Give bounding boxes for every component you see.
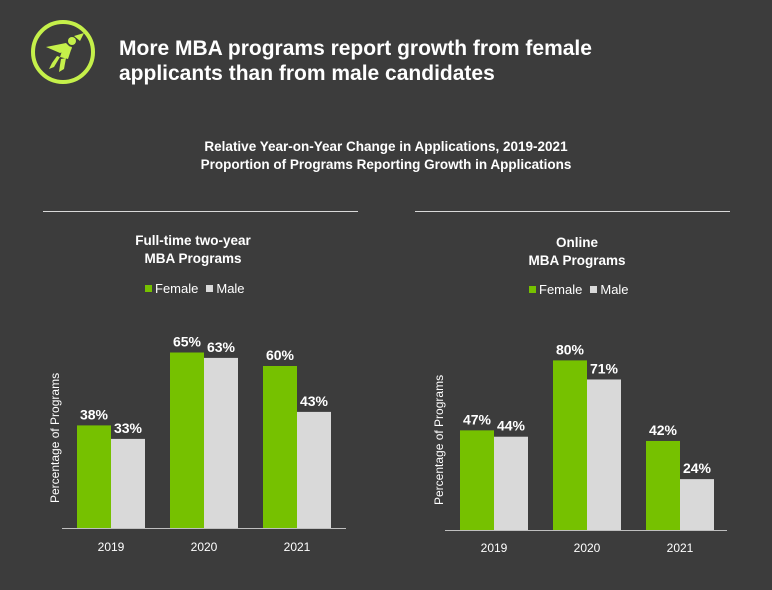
headline-line-2: applicants than from male candidates: [119, 62, 495, 85]
data-label-female-2019: 38%: [80, 406, 109, 422]
chart-1-title-line-2: MBA Programs: [144, 251, 242, 266]
bar-male-2020: [204, 357, 238, 528]
headline-line-1: More MBA programs report growth from fem…: [119, 37, 592, 60]
x-tick-label-2019: 2019: [481, 541, 508, 555]
headline: More MBA programs report growth from fem…: [119, 36, 739, 86]
divider-left: [43, 211, 358, 212]
chart-2-title: Online MBA Programs: [427, 234, 727, 270]
chart-2: 47% 44% 2019 80% 71% 2020 42% 24% 2021: [445, 341, 727, 555]
x-tick-label-2020: 2020: [574, 541, 601, 555]
data-label-female-2020: 80%: [556, 341, 585, 357]
legend-item-male: Male: [590, 282, 629, 297]
subtitle-line-1: Relative Year-on-Year Change in Applicat…: [204, 139, 568, 154]
data-label-male-2019: 33%: [114, 420, 143, 436]
legend-label-male: Male: [600, 282, 629, 297]
bar-female-2021: [263, 366, 297, 528]
x-tick-label-2020: 2020: [191, 540, 218, 554]
data-label-female-2021: 42%: [649, 422, 678, 438]
divider-right: [415, 211, 730, 212]
x-tick-label-2021: 2021: [667, 541, 694, 555]
data-label-male-2021: 24%: [683, 460, 712, 476]
legend-item-female: Female: [145, 281, 198, 296]
chart-1-title-line-1: Full-time two-year: [135, 233, 251, 248]
legend-swatch-female: [145, 285, 152, 292]
superhero-icon: [31, 20, 95, 84]
legend-item-male: Male: [206, 281, 245, 296]
data-label-male-2020: 71%: [590, 360, 619, 376]
x-tick-label-2019: 2019: [98, 540, 125, 554]
bar-female-2020: [170, 352, 204, 528]
bar-male-2019: [111, 438, 145, 528]
chart-1: 38% 33% 2019 65% 63% 2020 60% 43% 2021: [62, 334, 346, 554]
bar-male-2020: [587, 379, 621, 530]
data-label-male-2019: 44%: [497, 418, 526, 434]
legend-swatch-male: [206, 285, 214, 292]
legend-label-female: Female: [155, 281, 199, 296]
bar-female-2020: [553, 360, 587, 530]
data-label-female-2019: 47%: [463, 411, 492, 427]
chart-2-title-line-1: Online: [555, 235, 598, 250]
data-label-male-2020: 63%: [207, 339, 236, 355]
bar-female-2019: [77, 425, 111, 528]
legend-label-female: Female: [539, 282, 583, 297]
data-label-female-2020: 65%: [173, 334, 202, 350]
x-tick-label-2021: 2021: [284, 540, 311, 554]
bar-male-2021: [680, 479, 714, 530]
data-label-female-2021: 60%: [266, 347, 295, 363]
chart-2-title-line-2: MBA Programs: [528, 253, 626, 268]
legend-item-female: Female: [529, 282, 582, 297]
bar-male-2019: [494, 436, 528, 530]
data-label-male-2021: 43%: [300, 393, 329, 409]
bar-female-2019: [460, 430, 494, 530]
chart-2-legend: Female Male: [529, 282, 637, 297]
chart-1-title: Full-time two-year MBA Programs: [43, 232, 343, 268]
legend-swatch-female: [529, 286, 536, 293]
subtitle-line-2: Proportion of Programs Reporting Growth …: [200, 157, 572, 172]
bar-female-2021: [646, 440, 680, 530]
legend-label-male: Male: [216, 281, 245, 296]
bar-male-2021: [297, 411, 331, 528]
legend-swatch-male: [590, 286, 598, 293]
chart-1-legend: Female Male: [145, 281, 253, 296]
